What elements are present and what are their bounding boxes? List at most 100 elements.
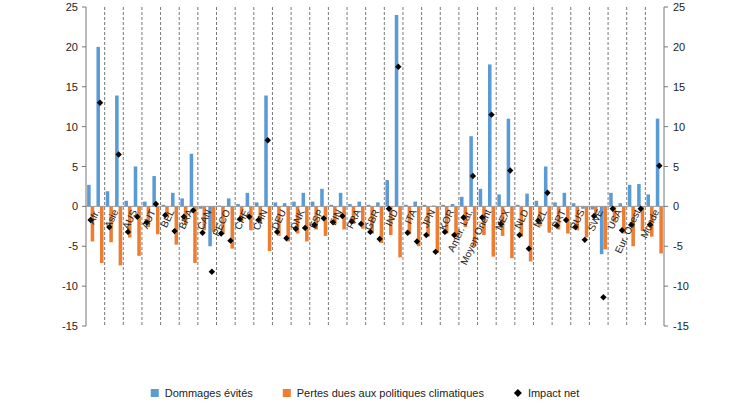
category-label: Moyen Orient — [458, 207, 493, 266]
marker — [488, 111, 494, 117]
marker — [209, 269, 215, 275]
category-label: FRA — [344, 207, 363, 230]
separator — [216, 7, 217, 326]
category-label: SWE — [586, 207, 606, 233]
y2-tick — [664, 166, 668, 167]
marker — [507, 167, 513, 173]
separator — [160, 7, 161, 326]
category-label: GBR — [362, 208, 381, 232]
bar — [469, 136, 473, 206]
bar — [656, 119, 660, 207]
bar — [395, 15, 399, 206]
marker — [470, 173, 476, 179]
marker — [404, 229, 410, 235]
bar — [119, 206, 123, 265]
bar — [544, 167, 548, 207]
marker — [600, 294, 606, 300]
bar — [171, 193, 175, 207]
bar — [96, 47, 100, 207]
bar — [227, 198, 231, 206]
separator — [477, 7, 478, 326]
separator — [272, 7, 273, 326]
bar — [246, 193, 250, 207]
category-label: USA — [605, 207, 624, 231]
marker — [153, 201, 159, 207]
y-tick — [82, 166, 86, 167]
y2-tick-label: 0 — [673, 200, 679, 212]
y2-tick — [664, 206, 668, 207]
separator — [123, 7, 124, 326]
marker — [283, 235, 289, 241]
marker — [97, 100, 103, 106]
bar — [302, 193, 306, 207]
category-label: CAN — [195, 208, 214, 232]
bar — [264, 96, 268, 207]
marker — [171, 228, 177, 234]
category-label: AUT — [139, 208, 157, 231]
bar — [609, 193, 613, 207]
separator — [402, 7, 403, 326]
separator — [365, 7, 366, 326]
y-tick-label: 10 — [66, 121, 78, 133]
separator — [347, 7, 348, 326]
y2-tick — [664, 7, 668, 8]
bar — [311, 202, 315, 207]
bar — [488, 64, 492, 206]
y2-tick-label: 20 — [673, 41, 685, 53]
bar — [507, 119, 511, 207]
separator — [104, 7, 105, 326]
bar — [87, 185, 91, 207]
marker — [227, 237, 233, 243]
bar — [563, 193, 567, 207]
y-tick-label: 20 — [66, 41, 78, 53]
y2-tick-label: 10 — [673, 121, 685, 133]
marker — [265, 137, 271, 143]
category-label: MEX — [493, 207, 512, 232]
legend-swatch — [151, 389, 159, 397]
y-tick-label: -15 — [62, 320, 78, 332]
category-label: PECO — [210, 207, 232, 238]
marker — [582, 237, 588, 243]
y2-tick-label: 15 — [673, 81, 685, 93]
category-label: BRA — [176, 207, 195, 231]
y-tick-label: 5 — [72, 161, 78, 173]
marker — [526, 245, 532, 251]
legend-label: Pertes dues aux politiques climatiques — [297, 387, 485, 399]
bar — [190, 154, 194, 207]
category-label: CHN — [250, 208, 269, 232]
separator — [421, 7, 422, 326]
separator — [440, 7, 441, 326]
bar — [479, 189, 483, 207]
category-label: IND — [383, 208, 400, 228]
bar — [553, 202, 557, 206]
separator — [570, 7, 571, 326]
y-tick — [82, 286, 86, 287]
marker — [395, 64, 401, 70]
bar — [180, 198, 184, 206]
separator — [514, 7, 515, 326]
bar — [646, 194, 650, 206]
marker — [376, 236, 382, 242]
bar — [535, 201, 539, 207]
y2-tick — [664, 246, 668, 247]
marker — [414, 238, 420, 244]
category-label: ITA — [403, 207, 419, 225]
y-tick — [82, 246, 86, 247]
y2-tick — [664, 326, 668, 327]
bar — [255, 202, 259, 206]
category-label: NZL — [531, 207, 549, 229]
marker — [423, 232, 429, 238]
y2-tick — [664, 46, 668, 47]
bar — [274, 202, 278, 206]
y2-tick — [664, 86, 668, 87]
separator — [645, 7, 646, 326]
separator — [608, 7, 609, 326]
category-label: DNK — [288, 207, 307, 231]
bar — [320, 189, 324, 207]
bar — [385, 180, 389, 206]
bar — [497, 194, 501, 206]
y2-tick-label: -10 — [673, 280, 689, 292]
category-label: Eur. Ouest — [613, 207, 643, 255]
y-tick — [82, 326, 86, 327]
bar — [637, 184, 641, 206]
